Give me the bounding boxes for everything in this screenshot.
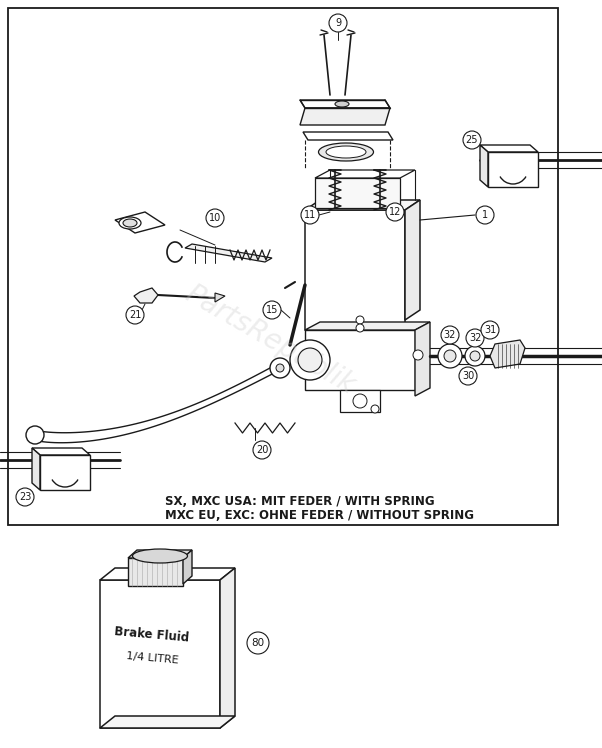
Circle shape bbox=[206, 209, 224, 227]
Circle shape bbox=[276, 364, 284, 372]
Bar bbox=[100, 580, 220, 728]
Polygon shape bbox=[128, 550, 192, 558]
Polygon shape bbox=[220, 568, 235, 728]
Bar bbox=[340, 390, 380, 412]
Ellipse shape bbox=[318, 143, 373, 161]
Polygon shape bbox=[215, 293, 225, 302]
Polygon shape bbox=[315, 170, 415, 178]
Polygon shape bbox=[35, 360, 285, 443]
Polygon shape bbox=[305, 322, 430, 330]
Circle shape bbox=[413, 350, 423, 360]
Polygon shape bbox=[185, 244, 272, 262]
Circle shape bbox=[470, 351, 480, 361]
Text: 1: 1 bbox=[482, 210, 488, 220]
Text: 30: 30 bbox=[462, 371, 474, 381]
Polygon shape bbox=[32, 448, 40, 490]
Bar bbox=[315, 178, 400, 208]
Ellipse shape bbox=[335, 101, 349, 107]
Circle shape bbox=[463, 131, 481, 149]
Polygon shape bbox=[415, 322, 430, 396]
Circle shape bbox=[459, 367, 477, 385]
Bar bbox=[488, 152, 538, 187]
Polygon shape bbox=[32, 448, 90, 455]
Circle shape bbox=[270, 358, 290, 378]
Text: Brake Fluid: Brake Fluid bbox=[114, 625, 190, 645]
Polygon shape bbox=[100, 568, 235, 580]
Ellipse shape bbox=[326, 146, 366, 158]
Text: 12: 12 bbox=[389, 207, 401, 217]
Polygon shape bbox=[480, 145, 538, 152]
Circle shape bbox=[263, 301, 281, 319]
Polygon shape bbox=[134, 288, 158, 303]
Polygon shape bbox=[405, 200, 420, 320]
Circle shape bbox=[465, 346, 485, 366]
Text: 80: 80 bbox=[252, 638, 264, 648]
Bar bbox=[40, 455, 90, 490]
Circle shape bbox=[247, 632, 269, 654]
Text: 32: 32 bbox=[444, 330, 456, 340]
Circle shape bbox=[476, 206, 494, 224]
Ellipse shape bbox=[119, 217, 141, 229]
Polygon shape bbox=[183, 550, 192, 584]
Circle shape bbox=[386, 203, 404, 221]
Polygon shape bbox=[480, 145, 488, 187]
Circle shape bbox=[481, 321, 499, 339]
Circle shape bbox=[253, 441, 271, 459]
Text: 25: 25 bbox=[466, 135, 478, 145]
Circle shape bbox=[441, 326, 459, 344]
Polygon shape bbox=[115, 212, 165, 233]
Bar bbox=[128, 558, 183, 586]
Polygon shape bbox=[300, 100, 390, 108]
Text: MXC EU, EXC: OHNE FEDER / WITHOUT SPRING: MXC EU, EXC: OHNE FEDER / WITHOUT SPRING bbox=[165, 509, 474, 522]
Text: 21: 21 bbox=[129, 310, 141, 320]
Circle shape bbox=[371, 405, 379, 413]
Circle shape bbox=[301, 206, 319, 224]
Polygon shape bbox=[303, 132, 393, 140]
Bar bbox=[305, 210, 405, 330]
Circle shape bbox=[126, 306, 144, 324]
Text: 15: 15 bbox=[266, 305, 278, 315]
Circle shape bbox=[356, 324, 364, 332]
Text: 31: 31 bbox=[484, 325, 496, 335]
Polygon shape bbox=[490, 340, 525, 368]
Text: PartsRepublik: PartsRepublik bbox=[180, 280, 360, 400]
Circle shape bbox=[16, 488, 34, 506]
Ellipse shape bbox=[132, 549, 187, 563]
Bar bbox=[8, 8, 558, 525]
Circle shape bbox=[353, 394, 367, 408]
Ellipse shape bbox=[123, 219, 137, 227]
Circle shape bbox=[298, 348, 322, 372]
Text: 20: 20 bbox=[256, 445, 268, 455]
Text: 9: 9 bbox=[335, 18, 341, 28]
Polygon shape bbox=[300, 108, 390, 125]
Circle shape bbox=[356, 316, 364, 324]
Circle shape bbox=[466, 329, 484, 347]
Circle shape bbox=[438, 344, 462, 368]
Text: 1/4 LITRE: 1/4 LITRE bbox=[125, 651, 179, 665]
Circle shape bbox=[290, 340, 330, 380]
Bar bbox=[305, 330, 415, 390]
Circle shape bbox=[26, 426, 44, 444]
Text: 11: 11 bbox=[304, 210, 316, 220]
Circle shape bbox=[444, 350, 456, 362]
Polygon shape bbox=[305, 200, 420, 210]
Text: SX, MXC USA: MIT FEDER / WITH SPRING: SX, MXC USA: MIT FEDER / WITH SPRING bbox=[165, 495, 435, 508]
Text: 32: 32 bbox=[469, 333, 481, 343]
Text: 23: 23 bbox=[19, 492, 31, 502]
Text: 10: 10 bbox=[209, 213, 221, 223]
Circle shape bbox=[329, 14, 347, 32]
Polygon shape bbox=[100, 716, 235, 728]
